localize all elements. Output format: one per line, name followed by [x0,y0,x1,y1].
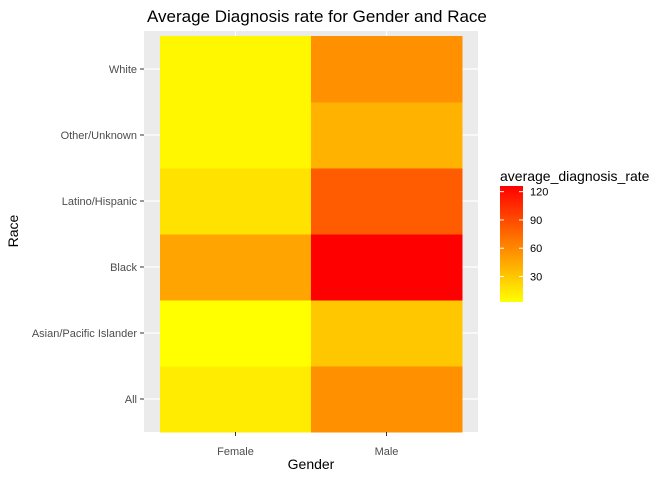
heatmap-cell [160,234,312,301]
heatmap-cells [160,36,463,433]
legend-tick-label: 120 [530,187,548,199]
heatmap-cell [160,366,312,433]
legend-tick-label: 90 [530,215,542,227]
color-legend: average_diagnosis_rate 30 60 90 120 [500,168,650,302]
heatmap-cell [311,36,463,103]
legend-ticks: 30 60 90 120 [500,187,548,284]
chart-title: Average Diagnosis rate for Gender and Ra… [147,7,487,26]
heatmap-cell [311,366,463,433]
y-axis-title: Race [5,214,21,247]
y-tick-label: Black [110,262,137,274]
x-tick-label: Male [375,446,399,458]
legend-tick-label: 60 [530,243,542,255]
heatmap-cell [311,102,463,169]
legend-colorbar [500,186,523,302]
legend-tick-label: 30 [530,272,542,284]
heatmap-cell [160,102,312,169]
heatmap-cell [160,300,312,367]
x-axis-title: Gender [288,456,335,472]
legend-title: average_diagnosis_rate [500,168,650,184]
y-tick-label: Asian/Pacific Islander [32,328,137,340]
heatmap-cell [311,300,463,367]
y-tick-label: Latino/Hispanic [62,196,138,208]
y-axis-ticks: All Asian/Pacific Islander Black Latino/His… [32,64,144,406]
x-axis-ticks: Female Male [217,432,398,458]
y-tick-label: White [109,64,137,76]
heatmap-cell [311,234,463,301]
heatmap-cell [160,36,312,103]
x-tick-label: Female [217,446,254,458]
heatmap-cell [160,168,312,235]
y-tick-label: Other/Unknown [61,130,137,142]
heatmap-cell [311,168,463,235]
y-tick-label: All [125,394,137,406]
